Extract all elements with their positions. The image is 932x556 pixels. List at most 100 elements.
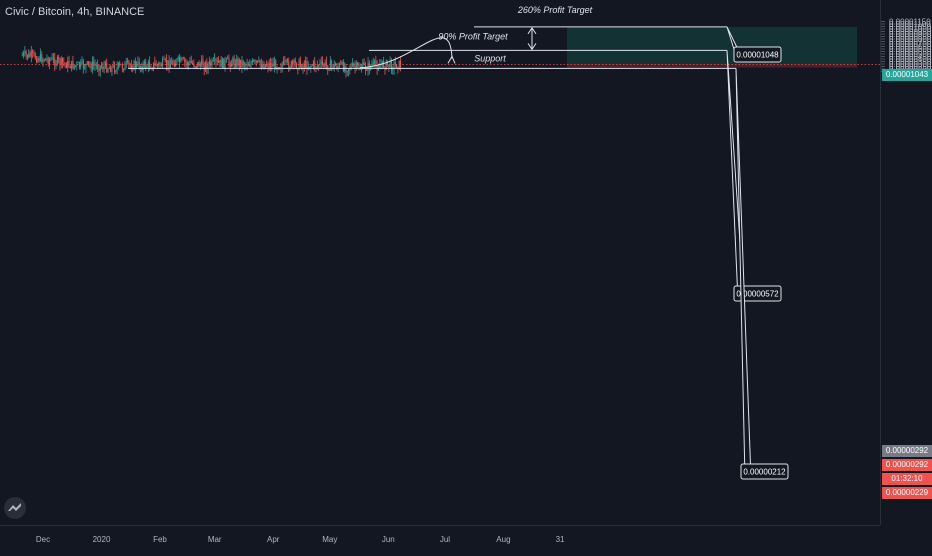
candle-body bbox=[91, 61, 93, 70]
candle-body bbox=[181, 57, 183, 59]
candle-body bbox=[60, 57, 62, 65]
last-price-label: 0.00000292 bbox=[882, 459, 932, 471]
chart-svg[interactable]: 260% Profit Target 90% Profit Target Suppo… bbox=[0, 0, 880, 525]
candle-body bbox=[76, 63, 78, 66]
candle-body bbox=[82, 60, 84, 69]
price-tick-label: 0.00000500 bbox=[889, 50, 932, 59]
candle-body bbox=[296, 63, 298, 69]
candle-body bbox=[185, 61, 187, 63]
candle-body bbox=[142, 63, 144, 71]
candle-body bbox=[351, 63, 353, 66]
candle-body bbox=[164, 59, 166, 60]
candle-body bbox=[281, 64, 283, 69]
candle-body bbox=[143, 61, 145, 64]
candle-body bbox=[23, 53, 25, 56]
candle-body bbox=[315, 67, 317, 68]
candle-body bbox=[244, 65, 246, 66]
candle-body bbox=[354, 65, 356, 68]
candle-body bbox=[140, 66, 142, 69]
candle-body bbox=[153, 62, 155, 70]
candle-body bbox=[154, 62, 156, 64]
candle-body bbox=[25, 51, 27, 55]
candle-body bbox=[41, 54, 43, 63]
candle-body bbox=[52, 57, 54, 59]
candle-body bbox=[359, 68, 361, 70]
candle-body bbox=[332, 65, 334, 69]
candle-body bbox=[194, 66, 196, 67]
candle-body bbox=[371, 65, 373, 66]
time-tick-label: Jul bbox=[440, 535, 450, 544]
candle-body bbox=[145, 61, 147, 69]
candle-body bbox=[129, 64, 131, 66]
price-tick-label: 0.00000850 bbox=[889, 33, 932, 42]
candle-body bbox=[43, 59, 45, 61]
position-zones bbox=[567, 26, 857, 68]
candle-body bbox=[372, 62, 374, 66]
candle-body bbox=[84, 67, 86, 69]
candle-body bbox=[55, 63, 57, 66]
candle-body bbox=[393, 62, 395, 69]
candle-body bbox=[202, 59, 204, 67]
time-axis[interactable]: Dec 2020 Feb Mar Apr May Jun Jul Aug 31 bbox=[0, 525, 880, 551]
candle-body bbox=[97, 64, 99, 69]
candle-body bbox=[325, 62, 327, 66]
candle-body bbox=[138, 61, 140, 69]
candle-body bbox=[101, 65, 103, 67]
candle-body bbox=[192, 63, 194, 64]
candle-body bbox=[123, 68, 125, 71]
candle-body bbox=[208, 61, 210, 65]
candle-body bbox=[179, 57, 181, 63]
candle-body bbox=[85, 64, 87, 68]
candle-body bbox=[89, 63, 91, 65]
candles-group bbox=[21, 45, 402, 78]
candle-body bbox=[260, 64, 262, 68]
candle-body bbox=[292, 61, 294, 64]
candle-body bbox=[216, 61, 218, 63]
candle-body bbox=[24, 51, 26, 54]
candle-body bbox=[336, 65, 338, 69]
candle-body bbox=[116, 66, 118, 71]
drawings-group[interactable]: 260% Profit Target 90% Profit Target Suppo… bbox=[0, 5, 880, 480]
tradingview-logo-icon[interactable] bbox=[4, 497, 26, 519]
chart-area[interactable]: 260% Profit Target 90% Profit Target Suppo… bbox=[0, 0, 880, 525]
candle-body bbox=[297, 68, 299, 70]
candle-body bbox=[327, 65, 329, 70]
candle-body bbox=[136, 63, 138, 68]
candle-body bbox=[190, 60, 192, 64]
candle-body bbox=[163, 59, 165, 60]
candle-body bbox=[133, 61, 135, 70]
candle-body bbox=[377, 68, 379, 70]
candle-body bbox=[329, 60, 331, 71]
candle-body bbox=[270, 63, 272, 68]
candle-body bbox=[49, 59, 51, 65]
candle-body bbox=[103, 66, 105, 70]
candle-body bbox=[379, 65, 381, 69]
candle-body bbox=[345, 66, 347, 72]
candle-body bbox=[381, 60, 383, 65]
candle-body bbox=[121, 64, 123, 69]
price-axis[interactable]: 0.00001150 0.00001100 0.00001050 0.00001000… bbox=[880, 0, 932, 525]
candle-body bbox=[242, 60, 244, 66]
candle-body bbox=[394, 62, 396, 65]
candle-body bbox=[225, 58, 227, 61]
candle-body bbox=[267, 65, 269, 68]
candle-body bbox=[268, 63, 270, 68]
candle-body bbox=[51, 57, 53, 60]
candle-body bbox=[172, 60, 174, 64]
candle-body bbox=[95, 64, 97, 66]
candle-body bbox=[72, 60, 74, 69]
candle-body bbox=[218, 61, 220, 63]
candle-body bbox=[306, 60, 308, 70]
symbol-title[interactable]: Civic / Bitcoin, 4h, BINANCE bbox=[5, 6, 145, 18]
candle-body bbox=[47, 58, 49, 65]
candle-body bbox=[38, 58, 40, 61]
time-tick-label: 31 bbox=[556, 535, 565, 544]
candle-body bbox=[36, 58, 38, 63]
candle-body bbox=[206, 62, 208, 70]
price-tick-label: 0.00000250 bbox=[889, 63, 932, 72]
price-tick-label: 0.00000350 bbox=[889, 58, 932, 67]
candle-body bbox=[93, 61, 95, 66]
candle-body bbox=[132, 69, 134, 71]
candle-body bbox=[299, 60, 301, 66]
candle-body bbox=[37, 58, 39, 63]
